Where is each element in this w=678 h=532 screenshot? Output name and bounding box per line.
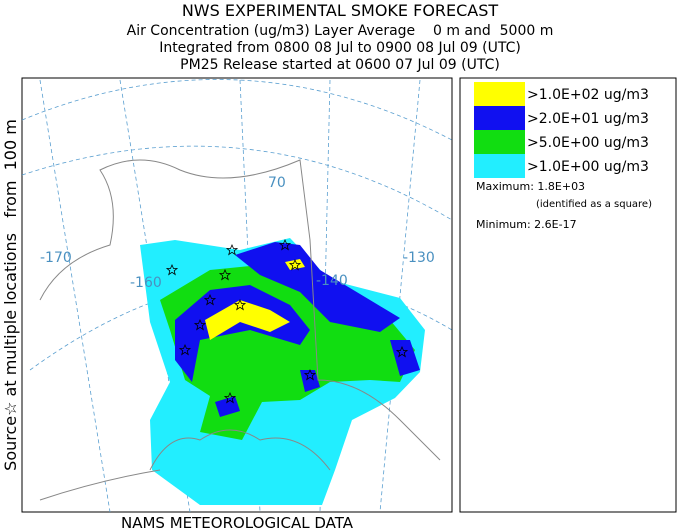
subtitle: Air Concentration (ug/m3) Layer Average … bbox=[127, 23, 554, 39]
graticule-label: -130 bbox=[403, 250, 435, 266]
title: NWS EXPERIMENTAL SMOKE FORECAST bbox=[182, 1, 499, 20]
grid-line bbox=[21, 145, 453, 221]
minimum: Minimum: 2.6E-17 bbox=[476, 218, 577, 231]
plume-very-heavy bbox=[205, 259, 305, 340]
side-label: Source☆ at multiple locations from 100 m bbox=[1, 119, 20, 471]
grid-line bbox=[379, 79, 421, 513]
legend-swatch bbox=[474, 106, 525, 130]
graticule-label: -140 bbox=[316, 273, 348, 289]
legend: Maximum: 1.8E+03 (identified as a square… bbox=[459, 77, 677, 513]
grid-line bbox=[21, 79, 453, 141]
graticule-label: -170 bbox=[40, 250, 72, 266]
grid-line bbox=[29, 278, 453, 371]
legend-swatch bbox=[474, 130, 525, 154]
plume-heavy-area bbox=[235, 242, 400, 332]
map: -170 -160 -140 -130 70 bbox=[21, 77, 453, 513]
grid-line bbox=[39, 79, 111, 513]
plume-heavy-area bbox=[175, 285, 310, 382]
legend-swatch bbox=[474, 82, 525, 106]
maximum: Maximum: 1.8E+03 bbox=[476, 180, 585, 193]
legend-label: >5.0E+00 ug/m3 bbox=[527, 135, 649, 151]
legend-swatch bbox=[474, 154, 525, 178]
legend-label: >2.0E+01 ug/m3 bbox=[527, 111, 649, 127]
subtitle: PM25 Release started at 0600 07 Jul 09 (… bbox=[180, 57, 500, 73]
graticule-label: 70 bbox=[268, 175, 286, 191]
coastline bbox=[39, 159, 441, 501]
graticule-label: -160 bbox=[130, 275, 162, 291]
subtitle: Integrated from 0800 08 Jul to 0900 08 J… bbox=[159, 40, 521, 56]
footer: NAMS METEOROLOGICAL DATA bbox=[121, 514, 354, 532]
legend-label: >1.0E+02 ug/m3 bbox=[527, 87, 649, 103]
maximum-note: (identified as a square) bbox=[536, 199, 652, 210]
legend-label: >1.0E+00 ug/m3 bbox=[527, 159, 649, 175]
